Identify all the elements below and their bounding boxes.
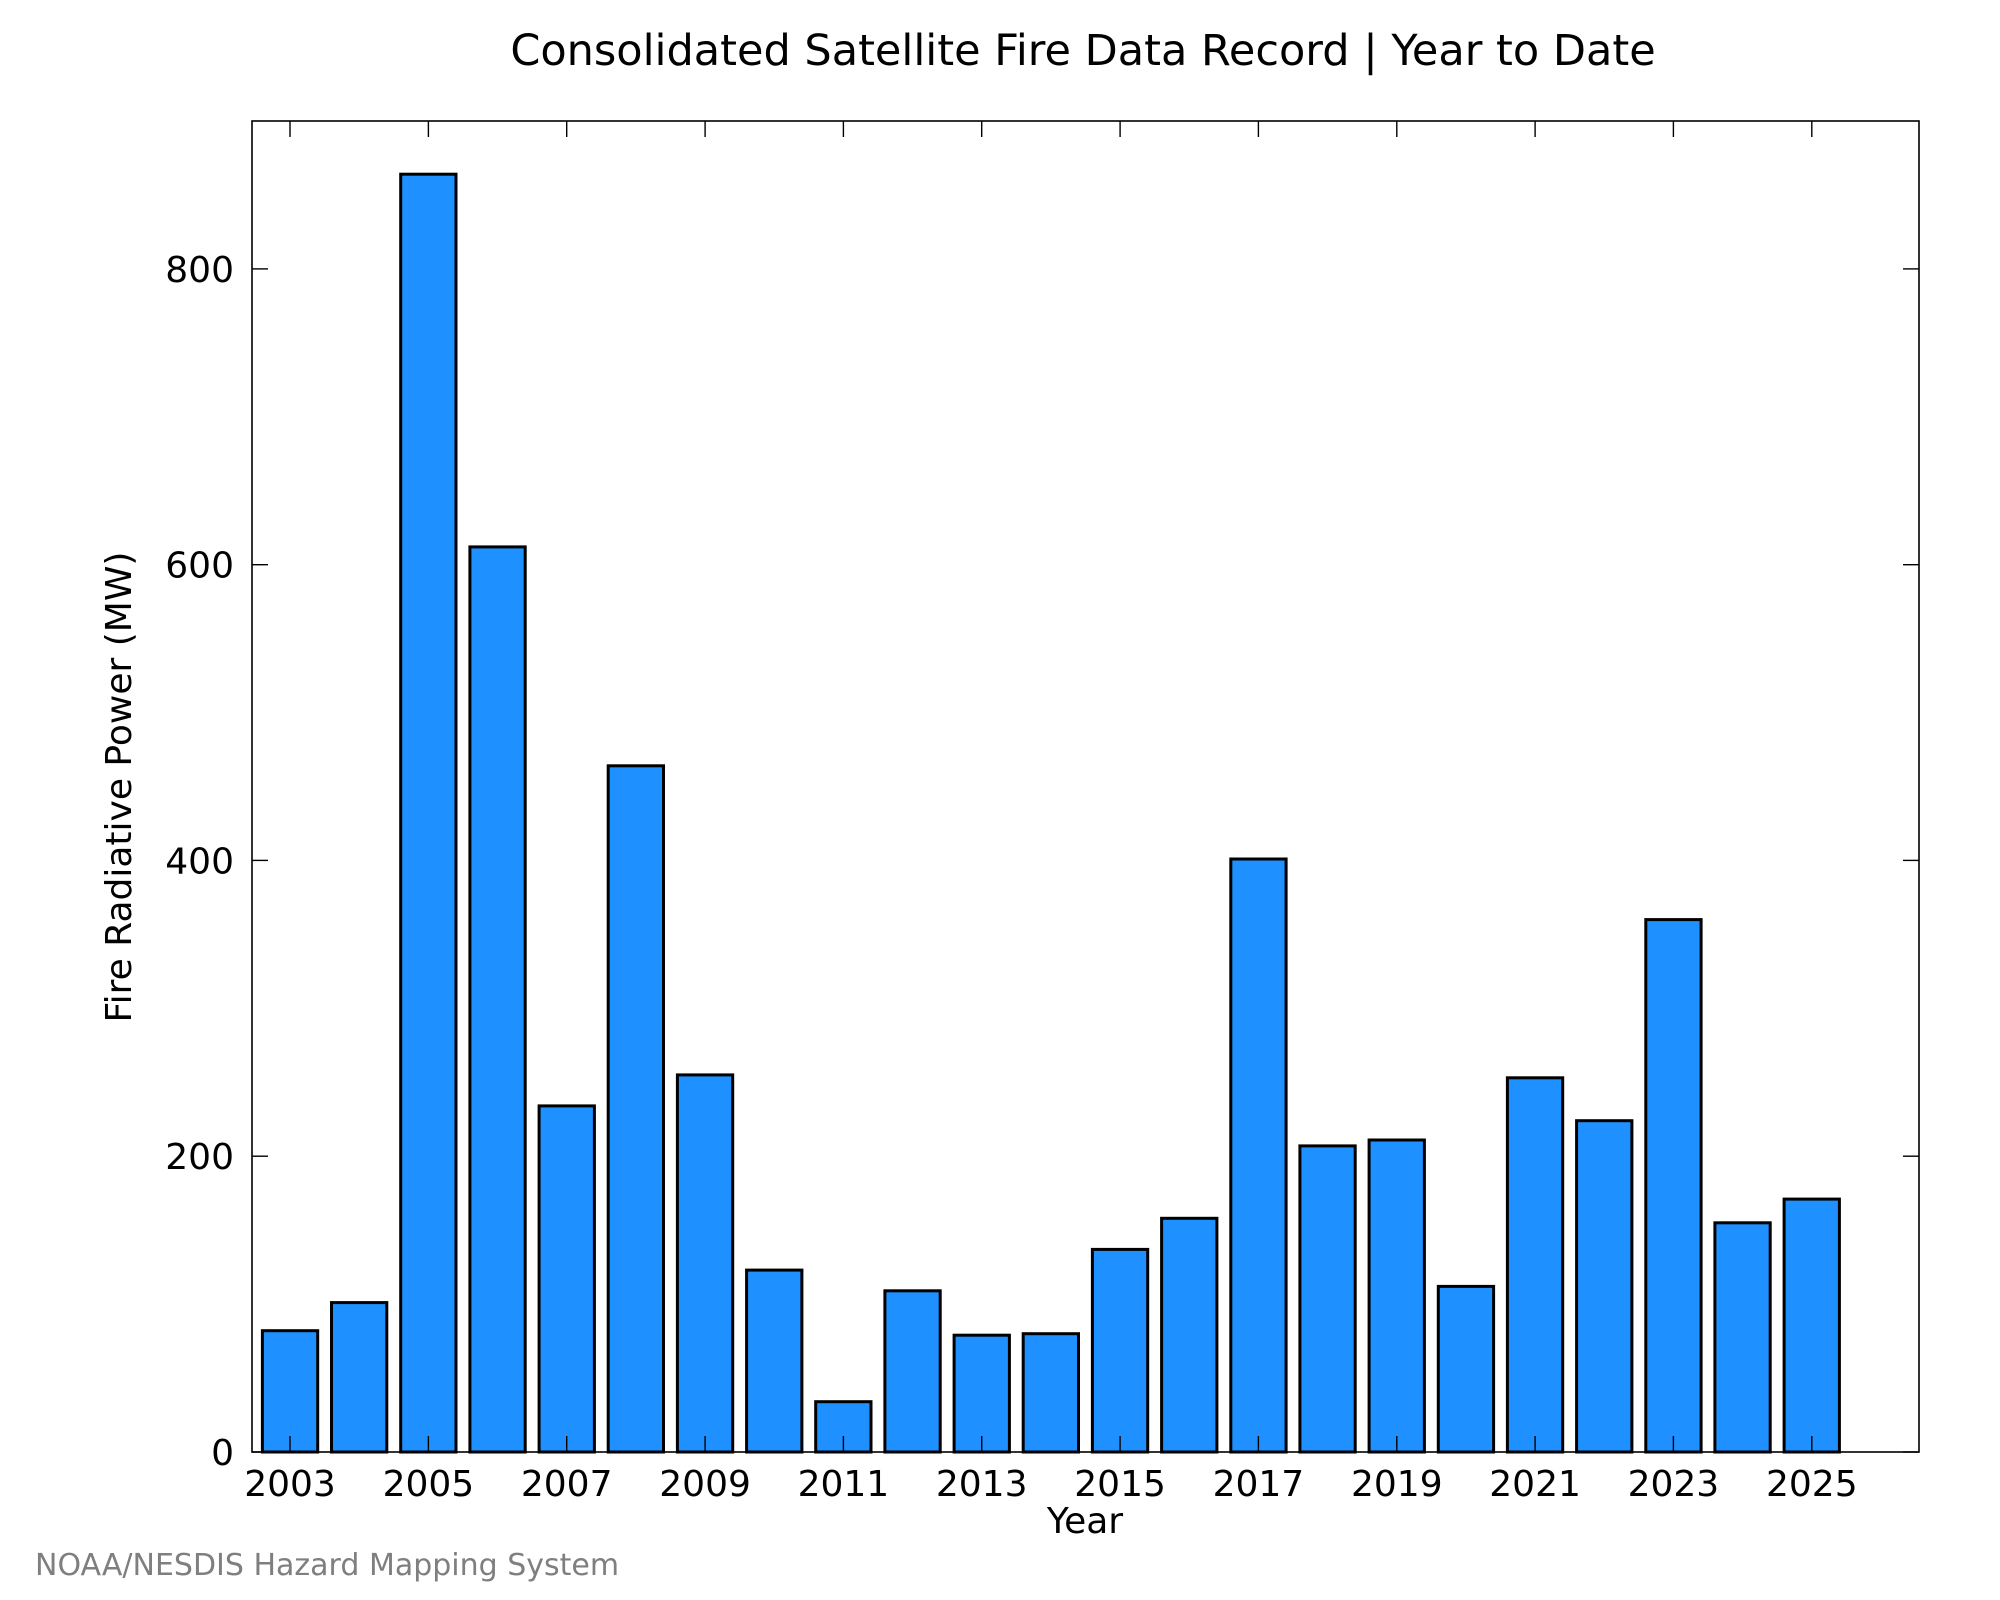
y-tick-label-400: 400: [165, 841, 234, 882]
bar-2018: [1298, 1144, 1357, 1454]
bar-2020: [1436, 1284, 1496, 1454]
bar-2005: [399, 172, 458, 1454]
bar-2010: [745, 1268, 804, 1454]
x-tick-label-2025: 2025: [1766, 1464, 1858, 1505]
bar-2023: [1644, 918, 1703, 1454]
x-tick-label-2005: 2005: [383, 1464, 475, 1505]
y-tick-label-200: 200: [165, 1137, 234, 1178]
x-axis-label: Year: [1046, 1501, 1123, 1542]
bar-2007: [537, 1104, 596, 1454]
x-tick-label-2019: 2019: [1351, 1464, 1443, 1505]
bars-layer: [260, 172, 1841, 1454]
bar-2022: [1575, 1119, 1634, 1454]
source-credit: NOAA/NESDIS Hazard Mapping System: [35, 1548, 619, 1583]
x-tick-label-2021: 2021: [1489, 1464, 1581, 1505]
x-tick-label-2015: 2015: [1074, 1464, 1166, 1505]
y-tick-label-800: 800: [165, 250, 234, 291]
bar-2014: [1021, 1332, 1081, 1454]
bar-2019: [1367, 1138, 1426, 1454]
bar-2017: [1229, 857, 1288, 1454]
bar-2008: [606, 764, 666, 1454]
plot-frame: [251, 120, 1920, 1453]
bar-2004: [330, 1301, 389, 1454]
bar-2006: [468, 545, 527, 1454]
x-tick-label-2013: 2013: [936, 1464, 1028, 1505]
bar-2003: [260, 1329, 320, 1454]
tick-labels-layer: 2003 2005 2007 2009 2011 2013 2015 2017 2019 2021…: [165, 250, 1857, 1505]
x-tick-label-2003: 2003: [244, 1464, 336, 1505]
x-tick-label-2007: 2007: [521, 1464, 613, 1505]
x-tick-label-2009: 2009: [659, 1464, 751, 1505]
bar-2012: [883, 1289, 942, 1454]
x-tick-label-2017: 2017: [1213, 1464, 1305, 1505]
bar-2013: [952, 1333, 1011, 1454]
x-tick-label-2011: 2011: [798, 1464, 890, 1505]
x-tick-label-2023: 2023: [1628, 1464, 1720, 1505]
bar-2024: [1713, 1221, 1772, 1454]
y-tick-label-600: 600: [165, 546, 234, 587]
ticks-layer: [252, 121, 1919, 1453]
chart-title: Consolidated Satellite Fire Data Record …: [510, 26, 1655, 76]
bar-2015: [1090, 1247, 1150, 1454]
y-tick-label-0: 0: [211, 1433, 234, 1474]
y-axis-label: Fire Radiative Power (MW): [99, 552, 140, 1023]
bar-2025: [1782, 1197, 1841, 1454]
bar-2021: [1505, 1076, 1565, 1454]
bar-2009: [675, 1073, 735, 1454]
bar-2016: [1160, 1216, 1219, 1454]
